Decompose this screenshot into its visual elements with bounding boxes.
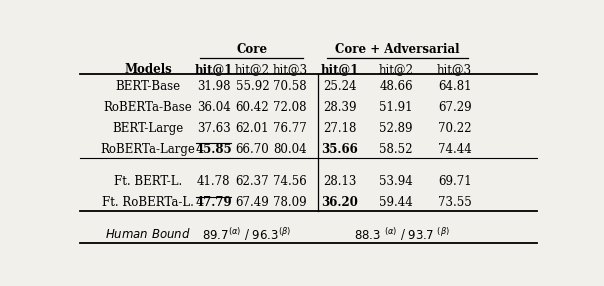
Text: 70.22: 70.22 [438, 122, 471, 135]
Text: hit@1: hit@1 [194, 63, 233, 76]
Text: 35.66: 35.66 [321, 143, 358, 156]
Text: Ft. RoBERTa-L.: Ft. RoBERTa-L. [102, 196, 194, 209]
Text: 72.08: 72.08 [273, 101, 307, 114]
Text: 28.13: 28.13 [323, 175, 357, 188]
Text: 69.71: 69.71 [438, 175, 472, 188]
Text: 58.52: 58.52 [379, 143, 413, 156]
Text: 37.63: 37.63 [197, 122, 231, 135]
Text: Ft. BERT-L.: Ft. BERT-L. [114, 175, 182, 188]
Text: Models: Models [124, 63, 172, 76]
Text: Core: Core [236, 43, 268, 56]
Text: 76.77: 76.77 [273, 122, 307, 135]
Text: 74.56: 74.56 [273, 175, 307, 188]
Text: hit@3: hit@3 [272, 63, 307, 76]
Text: hit@1: hit@1 [321, 63, 359, 76]
Text: 59.44: 59.44 [379, 196, 413, 209]
Text: 28.39: 28.39 [323, 101, 357, 114]
Text: 66.70: 66.70 [236, 143, 269, 156]
Text: hit@2: hit@2 [235, 63, 270, 76]
Text: Core + Adversarial: Core + Adversarial [335, 43, 460, 56]
Text: 27.18: 27.18 [323, 122, 357, 135]
Text: 60.42: 60.42 [236, 101, 269, 114]
Text: 73.55: 73.55 [438, 196, 472, 209]
Text: $88.3\ ^{(\alpha)}$ / $93.7\ ^{(\beta)}$: $88.3\ ^{(\alpha)}$ / $93.7\ ^{(\beta)}$ [354, 227, 450, 243]
Text: RoBERTa-Large: RoBERTa-Large [101, 143, 196, 156]
Text: hit@2: hit@2 [379, 63, 414, 76]
Text: 52.89: 52.89 [379, 122, 413, 135]
Text: 36.20: 36.20 [321, 196, 358, 209]
Text: 53.94: 53.94 [379, 175, 413, 188]
Text: hit@3: hit@3 [437, 63, 472, 76]
Text: 67.49: 67.49 [236, 196, 269, 209]
Text: 62.01: 62.01 [236, 122, 269, 135]
Text: BERT-Large: BERT-Large [112, 122, 184, 135]
Text: $\it{Human\ Bound}$: $\it{Human\ Bound}$ [105, 227, 191, 241]
Text: 55.92: 55.92 [236, 80, 269, 93]
Text: 48.66: 48.66 [379, 80, 413, 93]
Text: 31.98: 31.98 [197, 80, 230, 93]
Text: 25.24: 25.24 [323, 80, 357, 93]
Text: RoBERTa-Base: RoBERTa-Base [104, 101, 193, 114]
Text: $89.7^{(\alpha)}$ / $96.3^{(\beta)}$: $89.7^{(\alpha)}$ / $96.3^{(\beta)}$ [202, 227, 292, 243]
Text: 36.04: 36.04 [197, 101, 231, 114]
Text: 45.85: 45.85 [195, 143, 232, 156]
Text: BERT-Base: BERT-Base [115, 80, 181, 93]
Text: 67.29: 67.29 [438, 101, 472, 114]
Text: 62.37: 62.37 [236, 175, 269, 188]
Text: 70.58: 70.58 [273, 80, 307, 93]
Text: 41.78: 41.78 [197, 175, 230, 188]
Text: 51.91: 51.91 [379, 101, 413, 114]
Text: 78.09: 78.09 [273, 196, 307, 209]
Text: 80.04: 80.04 [273, 143, 307, 156]
Text: 47.79: 47.79 [195, 196, 232, 209]
Text: 64.81: 64.81 [438, 80, 471, 93]
Text: 74.44: 74.44 [438, 143, 472, 156]
